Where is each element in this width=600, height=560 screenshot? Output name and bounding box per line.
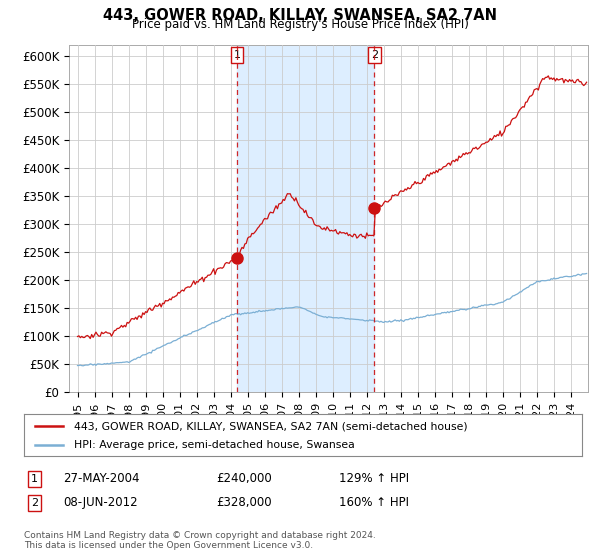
Text: HPI: Average price, semi-detached house, Swansea: HPI: Average price, semi-detached house,… xyxy=(74,440,355,450)
Text: 129% ↑ HPI: 129% ↑ HPI xyxy=(339,472,409,486)
Text: 1: 1 xyxy=(233,50,241,60)
Text: Contains HM Land Registry data © Crown copyright and database right 2024.
This d: Contains HM Land Registry data © Crown c… xyxy=(24,531,376,550)
Text: 2: 2 xyxy=(371,50,378,60)
Text: £240,000: £240,000 xyxy=(216,472,272,486)
Text: 443, GOWER ROAD, KILLAY, SWANSEA, SA2 7AN: 443, GOWER ROAD, KILLAY, SWANSEA, SA2 7A… xyxy=(103,8,497,24)
Text: 27-MAY-2004: 27-MAY-2004 xyxy=(63,472,139,486)
Bar xyxy=(237,45,374,392)
Text: 2: 2 xyxy=(31,498,38,508)
Text: 160% ↑ HPI: 160% ↑ HPI xyxy=(339,496,409,510)
Text: 443, GOWER ROAD, KILLAY, SWANSEA, SA2 7AN (semi-detached house): 443, GOWER ROAD, KILLAY, SWANSEA, SA2 7A… xyxy=(74,421,468,431)
Text: Price paid vs. HM Land Registry's House Price Index (HPI): Price paid vs. HM Land Registry's House … xyxy=(131,18,469,31)
Text: 1: 1 xyxy=(31,474,38,484)
Text: £328,000: £328,000 xyxy=(216,496,272,510)
Text: 08-JUN-2012: 08-JUN-2012 xyxy=(63,496,137,510)
